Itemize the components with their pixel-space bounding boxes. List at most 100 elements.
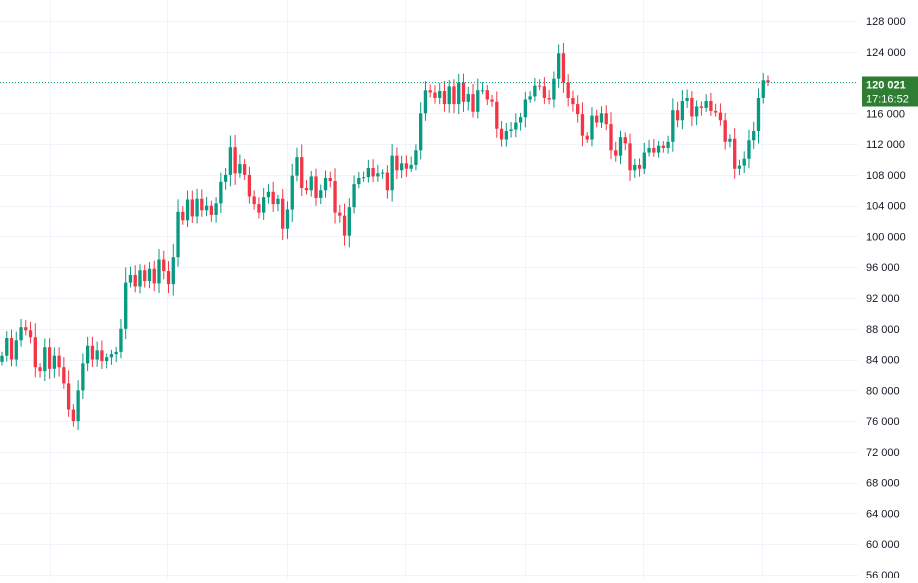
y-tick-label: 112 000 <box>866 139 905 151</box>
grid <box>0 0 858 578</box>
candle-body <box>28 330 33 338</box>
candle <box>728 134 732 148</box>
candle-body <box>195 198 199 217</box>
candle <box>9 329 14 367</box>
candle <box>666 135 670 154</box>
candle-body <box>200 198 204 211</box>
candle-body <box>347 207 351 236</box>
candle-body <box>262 197 266 213</box>
candle <box>485 84 489 106</box>
candle-body <box>90 345 95 360</box>
candle <box>333 168 337 224</box>
candle <box>314 168 318 206</box>
candle-body <box>14 340 18 360</box>
candle <box>404 155 409 177</box>
y-tick-label: 76 000 <box>866 416 900 428</box>
candle <box>309 170 313 197</box>
candle-body <box>190 199 194 217</box>
candle <box>24 320 28 336</box>
y-tick-label: 56 000 <box>866 570 900 578</box>
candle <box>28 321 33 344</box>
candle-body <box>157 259 161 284</box>
candle <box>528 91 532 103</box>
candle-body <box>699 106 704 108</box>
candle <box>347 198 351 248</box>
candle <box>547 89 551 105</box>
candle <box>304 180 309 195</box>
candle-body <box>233 147 237 174</box>
candle <box>713 103 718 117</box>
candle <box>647 139 651 157</box>
candle <box>556 44 561 88</box>
candle-body <box>618 137 623 156</box>
current-price-badge: 120 021 17:16:52 <box>862 76 918 107</box>
candle-body <box>319 190 323 198</box>
candle <box>580 102 585 147</box>
candle <box>281 189 285 240</box>
candle <box>109 349 114 365</box>
candle-body <box>304 187 309 191</box>
candle-body <box>518 117 523 123</box>
candle <box>680 90 685 130</box>
candle-body <box>209 205 214 215</box>
candle <box>595 109 599 128</box>
candle <box>457 73 461 115</box>
candle <box>723 112 727 150</box>
candle-body <box>204 205 209 211</box>
candle <box>604 105 608 131</box>
candle-body <box>105 357 109 362</box>
candle <box>257 197 261 219</box>
candle-body <box>228 147 233 175</box>
candle <box>609 112 613 160</box>
candle <box>219 172 223 214</box>
candle-body <box>147 268 152 282</box>
candle <box>766 75 770 87</box>
candle-body <box>571 97 575 105</box>
candle <box>742 151 746 173</box>
candle-body <box>162 259 166 272</box>
candle <box>157 248 161 294</box>
candle <box>376 164 380 182</box>
candle <box>671 98 675 152</box>
candle <box>57 347 61 377</box>
candle-body <box>380 172 385 174</box>
candle <box>271 181 275 212</box>
candle-body <box>642 152 646 169</box>
y-tick-label: 100 000 <box>866 231 906 243</box>
candle <box>328 171 332 188</box>
candle <box>614 141 618 162</box>
candle-body <box>238 164 242 174</box>
y-tick-label: 108 000 <box>866 170 906 182</box>
candle-body <box>19 327 23 341</box>
candle-body <box>504 131 508 140</box>
candle <box>38 363 42 378</box>
candle <box>276 194 280 212</box>
candle <box>247 166 252 204</box>
candle-body <box>214 203 218 215</box>
candle <box>143 264 147 288</box>
candle-body <box>666 141 670 148</box>
candle <box>352 175 356 214</box>
candle-body <box>737 165 742 169</box>
candle-body <box>709 101 713 112</box>
candle <box>476 78 480 119</box>
candle <box>52 347 57 378</box>
candle-body <box>328 177 332 182</box>
y-tick-label: 92 000 <box>866 293 900 305</box>
candle-body <box>52 355 57 369</box>
y-axis[interactable]: 128 000 124 000 116 000 112 000 108 000 104 0… <box>866 16 906 582</box>
candle-body <box>62 367 66 384</box>
candle <box>209 200 214 222</box>
candle <box>623 132 627 151</box>
candle <box>633 158 637 178</box>
candle <box>675 101 680 128</box>
candle <box>204 196 209 217</box>
candle <box>238 154 242 178</box>
candle <box>523 91 528 128</box>
candle <box>290 163 294 223</box>
candle <box>561 42 566 93</box>
candle-body <box>257 204 261 213</box>
candle-body <box>361 177 366 179</box>
